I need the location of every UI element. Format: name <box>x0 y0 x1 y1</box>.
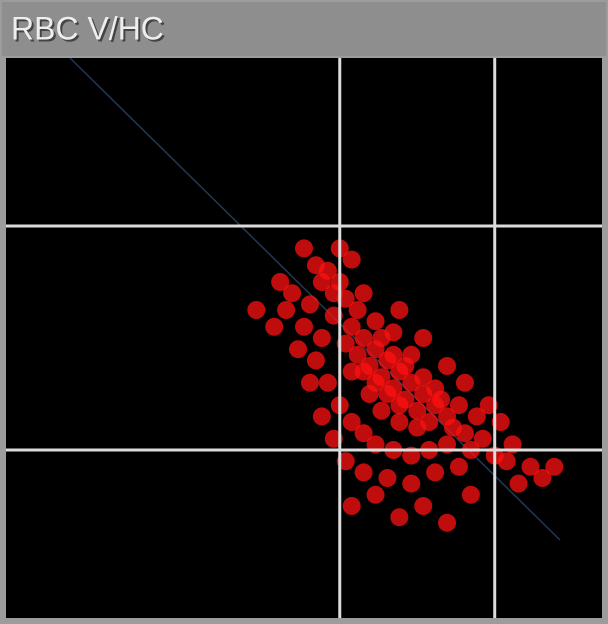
point <box>402 474 421 493</box>
point <box>372 401 391 420</box>
point <box>366 485 385 504</box>
point <box>354 424 373 443</box>
point <box>390 301 409 319</box>
point <box>497 452 516 471</box>
point <box>300 295 319 314</box>
point <box>432 390 451 409</box>
point <box>306 351 325 370</box>
point <box>384 323 403 342</box>
point <box>277 301 296 319</box>
point <box>247 301 266 319</box>
point <box>265 317 284 336</box>
point <box>354 284 373 303</box>
chart-title: RBC V/HC <box>11 10 164 46</box>
point <box>438 357 457 375</box>
point <box>438 513 457 532</box>
point <box>455 424 474 443</box>
point <box>461 485 480 504</box>
point <box>283 284 302 303</box>
point <box>318 373 337 392</box>
point <box>449 457 468 476</box>
point <box>414 368 433 387</box>
point <box>354 329 373 347</box>
point <box>455 373 474 392</box>
point <box>545 457 564 476</box>
point <box>342 413 361 431</box>
point <box>312 329 331 347</box>
point <box>360 385 379 403</box>
point <box>378 385 397 403</box>
point <box>390 508 409 527</box>
point <box>521 457 540 476</box>
point <box>312 273 331 291</box>
title-bar <box>2 2 606 56</box>
point <box>449 396 468 415</box>
point <box>414 497 433 515</box>
point <box>342 362 361 381</box>
point <box>271 273 290 291</box>
point <box>467 407 486 426</box>
point <box>426 463 445 482</box>
point <box>402 345 421 364</box>
point <box>312 407 331 426</box>
point <box>300 373 319 392</box>
point <box>414 329 433 347</box>
point <box>533 469 552 487</box>
point <box>408 401 427 420</box>
point <box>289 340 308 359</box>
point <box>342 317 361 336</box>
point <box>348 345 367 364</box>
point <box>342 497 361 515</box>
point <box>390 413 409 431</box>
point <box>366 312 385 331</box>
point <box>473 429 492 448</box>
point <box>509 474 528 493</box>
point <box>306 256 325 275</box>
point <box>348 301 367 319</box>
point <box>420 413 439 431</box>
point <box>295 239 313 258</box>
point <box>295 317 313 336</box>
point <box>342 250 361 269</box>
title-shadow: RBC V/HC <box>13 12 166 48</box>
point <box>384 345 403 364</box>
plot-area <box>6 58 602 618</box>
point <box>378 469 397 487</box>
point <box>390 396 409 415</box>
point <box>354 463 373 482</box>
